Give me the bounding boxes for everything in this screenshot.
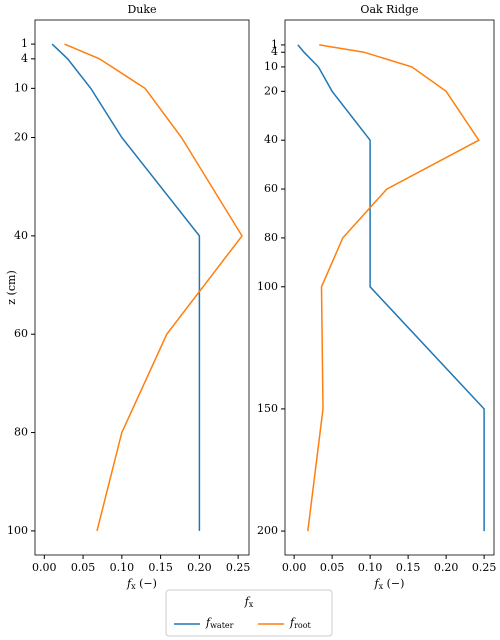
x-tick-label: 0.15 bbox=[148, 561, 173, 574]
legend-label: froot bbox=[289, 616, 312, 630]
y-tick-label: 80 bbox=[14, 426, 28, 439]
y-tick-label: 100 bbox=[7, 524, 28, 537]
x-tick-label: 0.10 bbox=[110, 561, 135, 574]
y-tick-label: 20 bbox=[14, 131, 28, 144]
series-line bbox=[297, 44, 485, 532]
y-tick-label: 4 bbox=[21, 52, 28, 65]
y-axis-label: z (cm) bbox=[5, 270, 18, 304]
y-tick-label: 1 bbox=[271, 38, 278, 51]
y-tick-label: 1 bbox=[21, 37, 28, 50]
y-tick-label: 60 bbox=[14, 327, 28, 340]
panel-title: Duke bbox=[127, 3, 156, 16]
x-tick-label: 0.05 bbox=[71, 561, 96, 574]
legend-title: fx bbox=[244, 595, 254, 609]
x-tick-label: 0.15 bbox=[396, 561, 421, 574]
x-tick-label: 0.00 bbox=[32, 561, 57, 574]
x-tick-label: 0.05 bbox=[320, 561, 345, 574]
x-tick-label: 0.25 bbox=[472, 561, 497, 574]
panel-title: Oak Ridge bbox=[360, 3, 418, 16]
series-line bbox=[64, 43, 243, 532]
axes-frame bbox=[284, 19, 495, 556]
y-tick-label: 100 bbox=[257, 280, 278, 293]
series-line bbox=[51, 43, 201, 531]
y-tick-label: 150 bbox=[257, 402, 278, 415]
x-tick-label: 0.20 bbox=[434, 561, 459, 574]
x-axis-label: fx (−) bbox=[374, 577, 405, 591]
axes-frame bbox=[34, 19, 250, 556]
y-tick-label: 60 bbox=[264, 182, 278, 195]
y-tick-label: 10 bbox=[14, 81, 28, 94]
legend-box bbox=[165, 589, 333, 637]
y-tick-label: 20 bbox=[264, 84, 278, 97]
y-tick-label: 40 bbox=[264, 133, 278, 146]
y-tick-label: 80 bbox=[264, 231, 278, 244]
x-tick-label: 0.00 bbox=[282, 561, 307, 574]
y-tick-label: 40 bbox=[14, 229, 28, 242]
x-tick-label: 0.10 bbox=[358, 561, 383, 574]
x-tick-label: 0.20 bbox=[187, 561, 212, 574]
y-tick-label: 4 bbox=[271, 45, 278, 58]
y-tick-label: 10 bbox=[264, 60, 278, 73]
x-axis-label: fx (−) bbox=[126, 577, 157, 591]
x-tick-label: 0.25 bbox=[226, 561, 251, 574]
legend-label: fwater bbox=[205, 616, 234, 630]
series-line bbox=[307, 44, 480, 532]
y-tick-label: 200 bbox=[257, 524, 278, 537]
